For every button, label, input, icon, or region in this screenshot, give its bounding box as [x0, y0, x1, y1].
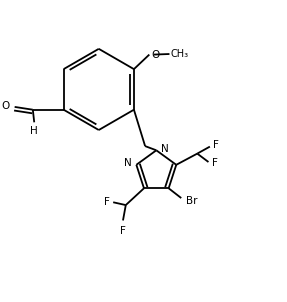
- Text: F: F: [120, 226, 126, 236]
- Text: F: F: [212, 158, 218, 168]
- Text: N: N: [124, 159, 132, 169]
- Text: Br: Br: [186, 196, 198, 206]
- Text: N: N: [161, 144, 168, 154]
- Text: H: H: [30, 126, 38, 136]
- Text: O: O: [1, 101, 9, 111]
- Text: F: F: [104, 197, 110, 207]
- Text: O: O: [152, 50, 160, 59]
- Text: F: F: [213, 140, 219, 150]
- Text: CH₃: CH₃: [170, 49, 189, 59]
